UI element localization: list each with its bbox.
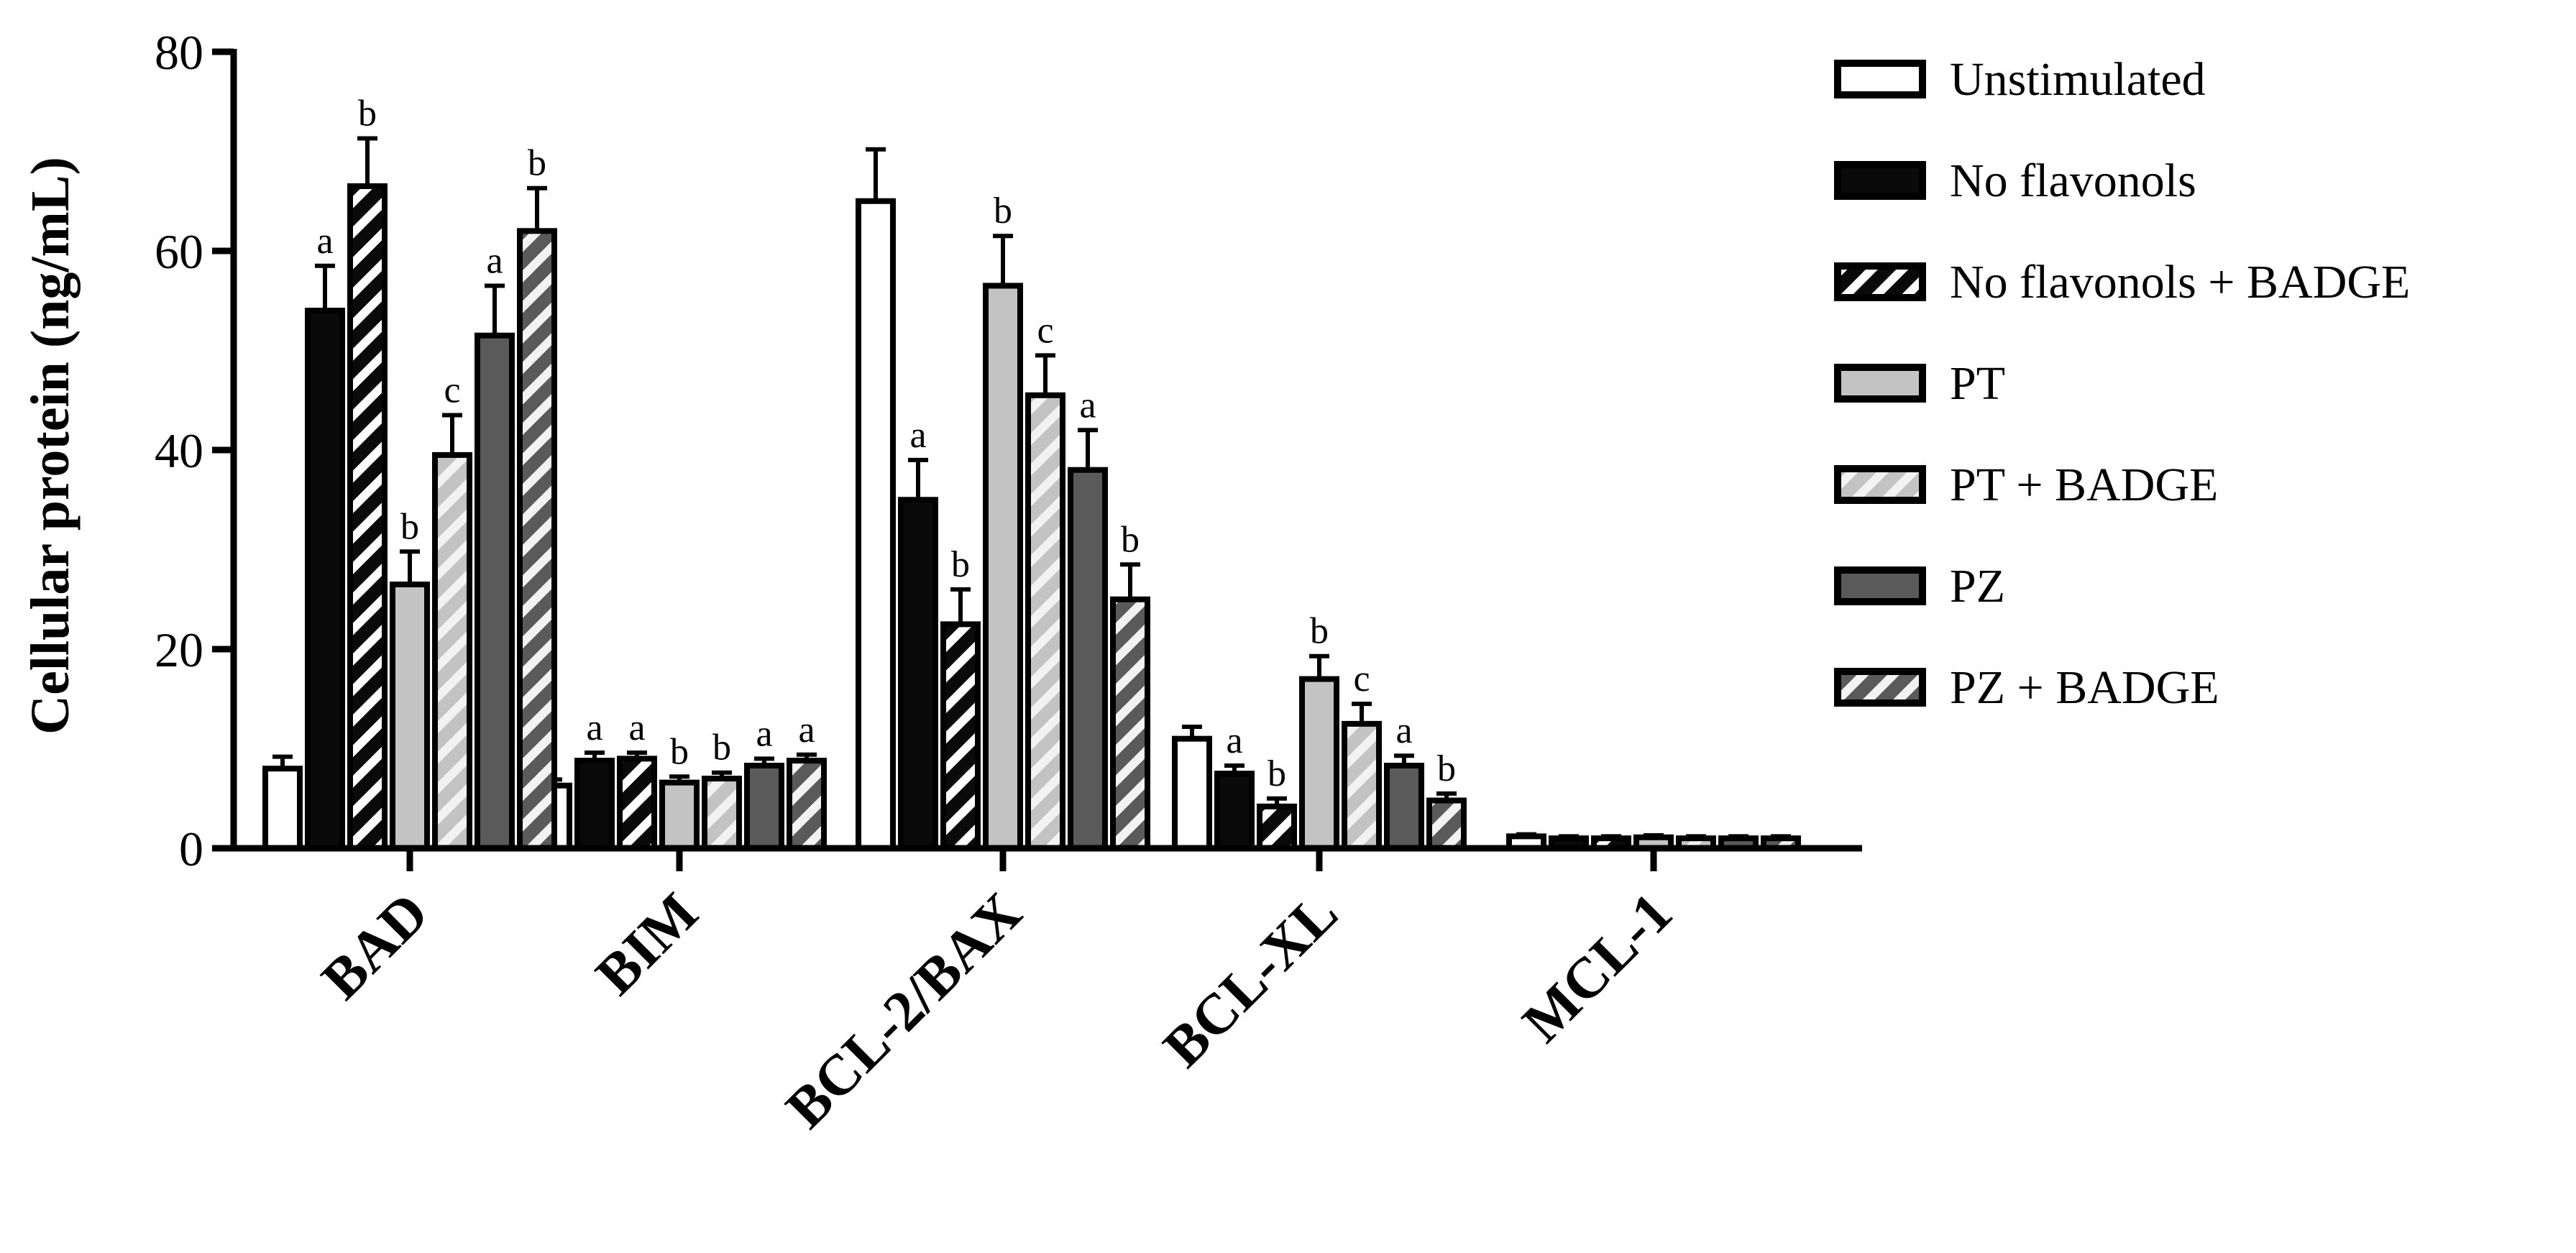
bar-darkgray-hatched bbox=[517, 228, 557, 851]
legend-swatch bbox=[1834, 60, 1926, 98]
bar-lightgray bbox=[390, 581, 430, 851]
significance-label: a bbox=[486, 240, 503, 281]
y-tick-label: 40 bbox=[155, 423, 203, 478]
significance-label: b bbox=[951, 544, 970, 585]
bar-darkgray bbox=[475, 332, 515, 852]
bar-darkgray-hatched bbox=[787, 758, 827, 851]
legend-swatch bbox=[1834, 161, 1926, 200]
significance-label: b bbox=[994, 191, 1012, 231]
significance-label: a bbox=[316, 221, 333, 262]
bar-black-hatched bbox=[347, 183, 388, 852]
legend-swatch bbox=[1834, 364, 1926, 403]
bar-black-hatched bbox=[617, 756, 657, 851]
bar-white bbox=[856, 198, 896, 851]
significance-label: b bbox=[1437, 748, 1456, 789]
significance-label: a bbox=[628, 707, 645, 748]
significance-label: a bbox=[756, 713, 772, 754]
bar-black-hatched bbox=[1257, 803, 1297, 851]
significance-label: b bbox=[358, 93, 377, 134]
bar-black bbox=[574, 758, 615, 851]
legend-swatch bbox=[1834, 262, 1926, 301]
bar-white bbox=[262, 766, 303, 851]
significance-label: b bbox=[528, 143, 546, 184]
x-tick-label: MCL-1 bbox=[1511, 881, 1684, 1055]
y-tick-label: 20 bbox=[155, 623, 203, 677]
legend-label: PT bbox=[1950, 357, 2005, 410]
y-tick-label: 80 bbox=[155, 25, 203, 80]
bar-lightgray-hatched bbox=[432, 451, 472, 851]
y-tick-label: 0 bbox=[179, 822, 203, 876]
bar-black bbox=[305, 308, 345, 852]
significance-label: b bbox=[1121, 519, 1140, 560]
significance-label: a bbox=[909, 415, 926, 456]
legend-label: No flavonols bbox=[1950, 155, 2196, 207]
x-tick-label: BIM bbox=[584, 881, 710, 1007]
x-tick-label: BAD bbox=[310, 881, 441, 1012]
significance-label: b bbox=[1268, 753, 1286, 794]
bar-lightgray-hatched bbox=[1342, 720, 1382, 851]
legend-label: PZ bbox=[1950, 560, 2005, 612]
bar-white bbox=[1172, 735, 1212, 852]
significance-label: a bbox=[798, 710, 815, 751]
legend: Unstimulated No flavonols No flavonols + B… bbox=[1834, 53, 2410, 714]
significance-label: a bbox=[1395, 710, 1412, 751]
bar-lightgray bbox=[983, 283, 1023, 852]
bar-lightgray-hatched bbox=[702, 776, 742, 852]
legend-label: No flavonols + BADGE bbox=[1950, 256, 2410, 308]
bar-darkgray bbox=[1384, 763, 1424, 852]
significance-label: c bbox=[1037, 310, 1053, 351]
bar-darkgray bbox=[1068, 467, 1108, 851]
legend-swatch bbox=[1834, 668, 1926, 707]
bar-darkgray-hatched bbox=[1426, 797, 1467, 852]
x-tick-label: BCL-XL bbox=[1152, 881, 1350, 1080]
bar-darkgray bbox=[744, 763, 784, 852]
bar-lightgray-hatched bbox=[1025, 392, 1065, 851]
bar-lightgray bbox=[1299, 676, 1339, 851]
y-tick-label: 60 bbox=[155, 224, 203, 279]
legend-label: PT + BADGE bbox=[1950, 459, 2218, 511]
significance-label: a bbox=[586, 707, 602, 748]
legend-swatch bbox=[1834, 566, 1926, 605]
legend-label: PZ + BADGE bbox=[1950, 661, 2219, 714]
legend-swatch bbox=[1834, 465, 1926, 504]
bar-lightgray bbox=[659, 779, 700, 851]
bar-black-hatched bbox=[940, 621, 981, 851]
significance-label: b bbox=[670, 731, 689, 772]
legend-label: Unstimulated bbox=[1950, 53, 2206, 106]
significance-label: c bbox=[444, 370, 460, 411]
significance-label: b bbox=[1310, 611, 1329, 652]
significance-label: b bbox=[712, 728, 731, 768]
y-axis-label: Cellular protein (ng/mL) bbox=[20, 157, 81, 735]
significance-label: a bbox=[1079, 385, 1096, 426]
significance-label: b bbox=[400, 506, 419, 547]
bar-black bbox=[898, 497, 938, 851]
bar-black bbox=[1214, 771, 1255, 851]
significance-label: c bbox=[1353, 658, 1370, 699]
significance-label: a bbox=[1226, 720, 1242, 761]
bar-darkgray-hatched bbox=[1110, 596, 1150, 851]
x-tick-label: BCL-2/BAX bbox=[774, 881, 1034, 1141]
